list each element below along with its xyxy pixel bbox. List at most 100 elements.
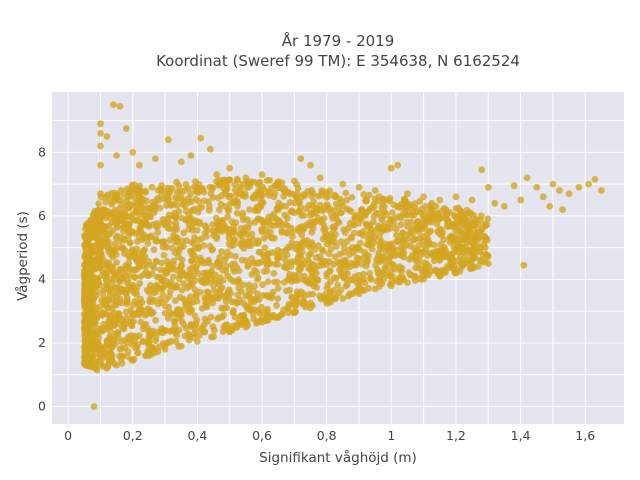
cloud-point xyxy=(175,253,182,261)
cloud-point xyxy=(81,330,89,337)
cloud-point xyxy=(172,194,179,202)
data-point xyxy=(339,180,347,188)
cloud-point xyxy=(153,281,160,289)
cloud-point xyxy=(107,229,115,237)
cloud-point xyxy=(182,181,190,188)
cloud-point xyxy=(81,280,88,288)
cloud-point xyxy=(327,238,335,246)
cloud-point xyxy=(471,238,479,246)
cloud-point xyxy=(388,260,396,268)
cloud-point xyxy=(308,274,315,282)
cloud-point xyxy=(223,321,231,329)
data-point xyxy=(187,152,195,159)
cloud-point xyxy=(221,222,228,230)
cloud-point xyxy=(100,325,108,332)
data-point xyxy=(113,152,120,159)
cloud-point xyxy=(191,286,199,294)
cloud-point xyxy=(162,327,170,334)
cloud-point xyxy=(181,202,189,210)
data-point xyxy=(539,193,547,201)
data-point xyxy=(556,187,563,194)
cloud-point xyxy=(183,284,191,292)
cloud-point xyxy=(215,181,223,189)
data-point xyxy=(549,180,557,188)
cloud-point xyxy=(86,219,93,226)
data-point xyxy=(97,263,104,271)
cloud-point xyxy=(117,196,125,204)
data-point xyxy=(258,171,266,179)
cloud-point xyxy=(242,292,250,300)
cloud-point xyxy=(169,261,177,268)
data-point xyxy=(194,338,201,345)
cloud-point xyxy=(142,268,150,276)
cloud-point xyxy=(201,328,209,336)
cloud-point xyxy=(113,259,120,266)
cloud-point xyxy=(228,261,236,268)
cloud-point xyxy=(206,183,214,191)
cloud-point xyxy=(98,296,105,304)
cloud-point xyxy=(165,190,173,198)
cloud-point xyxy=(399,229,407,237)
cloud-point xyxy=(326,187,333,195)
cloud-point xyxy=(261,244,269,252)
data-point xyxy=(533,183,541,191)
cloud-point xyxy=(451,213,459,220)
cloud-point xyxy=(221,257,229,264)
cloud-point xyxy=(239,180,247,188)
cloud-point xyxy=(145,208,153,216)
cloud-point xyxy=(136,301,144,308)
data-point xyxy=(501,203,508,210)
cloud-point xyxy=(323,270,331,278)
cloud-point xyxy=(285,274,293,282)
cloud-point xyxy=(292,301,300,309)
cloud-point xyxy=(121,250,128,257)
cloud-point xyxy=(163,269,171,276)
cloud-point xyxy=(116,345,124,353)
cloud-point xyxy=(289,228,296,236)
cloud-point xyxy=(99,312,106,319)
cloud-point xyxy=(473,248,481,256)
cloud-point xyxy=(139,338,147,345)
cloud-point xyxy=(201,222,209,230)
cloud-point xyxy=(477,216,484,224)
data-point xyxy=(103,365,111,372)
cloud-point xyxy=(363,241,371,248)
cloud-point xyxy=(192,195,200,203)
cloud-point xyxy=(237,186,245,194)
cloud-point xyxy=(313,276,321,284)
cloud-point xyxy=(455,204,462,212)
cloud-point xyxy=(131,195,139,202)
cloud-point xyxy=(340,226,348,234)
cloud-point xyxy=(209,194,217,201)
cloud-point xyxy=(227,192,235,200)
cloud-point xyxy=(454,257,462,265)
cloud-point xyxy=(252,259,260,267)
cloud-point xyxy=(338,238,345,246)
cloud-point xyxy=(448,234,455,241)
data-point xyxy=(523,174,531,182)
cloud-point xyxy=(331,191,338,199)
cloud-point xyxy=(217,200,225,208)
cloud-point xyxy=(434,215,441,222)
cloud-point xyxy=(158,238,166,246)
cloud-point xyxy=(316,206,324,214)
cloud-point xyxy=(180,229,188,237)
cloud-point xyxy=(216,206,223,214)
cloud-point xyxy=(362,212,369,219)
cloud-point xyxy=(171,226,178,233)
cloud-point xyxy=(165,303,173,311)
cloud-point xyxy=(195,243,202,251)
cloud-point xyxy=(134,185,142,192)
cloud-point xyxy=(385,254,393,262)
cloud-point xyxy=(270,193,278,201)
cloud-point xyxy=(260,185,268,193)
cloud-point xyxy=(195,270,202,278)
data-point xyxy=(87,363,95,371)
cloud-point xyxy=(370,203,378,211)
cloud-point xyxy=(122,265,130,273)
cloud-point xyxy=(113,232,121,240)
data-point xyxy=(97,244,104,252)
cloud-point xyxy=(361,279,369,287)
cloud-point xyxy=(223,291,230,299)
cloud-point xyxy=(203,269,211,277)
